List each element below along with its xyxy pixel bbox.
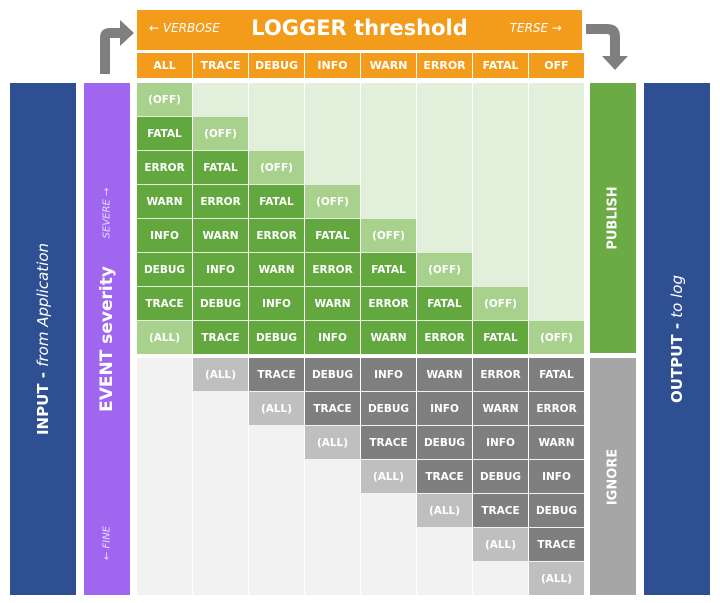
ignore-cell-fatal-info: INFO	[473, 426, 528, 459]
input-bar: INPUT - from Application	[10, 83, 76, 595]
publish-cell-all-off: (OFF)	[137, 83, 192, 116]
publish-cell-off-off: (OFF)	[529, 321, 584, 354]
publish-cell-warn-off: (OFF)	[361, 219, 416, 252]
ignore-cell-off-warn: WARN	[529, 426, 584, 459]
ignore-cell-debug-all: (ALL)	[249, 392, 304, 425]
input-label-main: INPUT -	[34, 366, 52, 436]
publish-cell-all-trace: TRACE	[137, 287, 192, 320]
publish-cell-all-warn: WARN	[137, 185, 192, 218]
publish-label: PUBLISH	[605, 186, 621, 250]
publish-cell-trace-trace: TRACE	[193, 321, 248, 354]
ignore-cell-warn-all: (ALL)	[361, 460, 416, 493]
publish-cell-all-debug: DEBUG	[137, 253, 192, 286]
publish-cell-debug-off: (OFF)	[249, 151, 304, 184]
output-label-main: OUTPUT -	[668, 317, 686, 403]
column-header-all: ALL	[137, 53, 192, 78]
logger-threshold-header: ← VERBOSE LOGGER threshold TERSE →	[137, 10, 582, 50]
ignore-label: IGNORE	[605, 448, 621, 505]
curved-arrows	[100, 20, 628, 74]
publish-cell-trace-info: INFO	[193, 253, 248, 286]
severity-label: EVENT severity	[97, 266, 117, 412]
publish-cell-warn-warn: WARN	[361, 321, 416, 354]
publish-background-off	[529, 83, 584, 354]
ignore-cell-fatal-trace: TRACE	[473, 494, 528, 527]
ignore-cell-fatal-debug: DEBUG	[473, 460, 528, 493]
verbose-hint: ← VERBOSE	[149, 21, 220, 35]
ignore-cell-off-error: ERROR	[529, 392, 584, 425]
publish-cell-info-fatal: FATAL	[305, 219, 360, 252]
ignore-cell-warn-info: INFO	[361, 358, 416, 391]
output-bar: OUTPUT - to log	[644, 83, 710, 595]
publish-cell-trace-debug: DEBUG	[193, 287, 248, 320]
publish-cell-debug-warn: WARN	[249, 253, 304, 286]
ignore-cell-error-debug: DEBUG	[417, 426, 472, 459]
ignore-cell-off-fatal: FATAL	[529, 358, 584, 391]
ignore-cell-off-trace: TRACE	[529, 528, 584, 561]
publish-cell-trace-off: (OFF)	[193, 117, 248, 150]
ignore-cell-info-debug: DEBUG	[305, 358, 360, 391]
ignore-cell-off-info: INFO	[529, 460, 584, 493]
publish-cell-trace-fatal: FATAL	[193, 151, 248, 184]
publish-cell-error-off: (OFF)	[417, 253, 472, 286]
ignore-cell-error-all: (ALL)	[417, 494, 472, 527]
publish-cell-error-error: ERROR	[417, 321, 472, 354]
output-label: OUTPUT - to log	[668, 275, 686, 403]
publish-cell-trace-error: ERROR	[193, 185, 248, 218]
column-header-warn: WARN	[361, 53, 416, 78]
ignore-cell-off-all: (ALL)	[529, 562, 584, 595]
ignore-cell-warn-trace: TRACE	[361, 426, 416, 459]
ignore-cell-fatal-warn: WARN	[473, 392, 528, 425]
output-label-sub: to log	[668, 275, 686, 318]
publish-cell-all-fatal: FATAL	[137, 117, 192, 150]
publish-cell-warn-fatal: FATAL	[361, 253, 416, 286]
ignore-cell-warn-debug: DEBUG	[361, 392, 416, 425]
column-header-info: INFO	[305, 53, 360, 78]
ignore-cell-debug-trace: TRACE	[249, 358, 304, 391]
column-header-off: OFF	[529, 53, 584, 78]
publish-cell-info-info: INFO	[305, 321, 360, 354]
publish-bar: PUBLISH	[590, 83, 636, 353]
publish-cell-fatal-off: (OFF)	[473, 287, 528, 320]
ignore-cell-error-warn: WARN	[417, 358, 472, 391]
fine-label: ← FINE	[101, 525, 113, 561]
ignore-background-trace	[193, 358, 248, 595]
publish-cell-info-warn: WARN	[305, 287, 360, 320]
column-header-trace: TRACE	[193, 53, 248, 78]
ignore-cell-error-info: INFO	[417, 392, 472, 425]
ignore-cell-trace-all: (ALL)	[193, 358, 248, 391]
publish-cell-fatal-fatal: FATAL	[473, 321, 528, 354]
input-label-sub: from Application	[34, 242, 52, 367]
publish-cell-info-off: (OFF)	[305, 185, 360, 218]
right-curved-arrow-icon	[586, 24, 628, 70]
ignore-cell-fatal-error: ERROR	[473, 358, 528, 391]
ignore-bar: IGNORE	[590, 358, 636, 595]
column-header-debug: DEBUG	[249, 53, 304, 78]
column-header-fatal: FATAL	[473, 53, 528, 78]
publish-cell-debug-info: INFO	[249, 287, 304, 320]
ignore-cell-error-trace: TRACE	[417, 460, 472, 493]
publish-cell-debug-error: ERROR	[249, 219, 304, 252]
publish-cell-trace-warn: WARN	[193, 219, 248, 252]
publish-cell-all-info: INFO	[137, 219, 192, 252]
publish-cell-all-error: ERROR	[137, 151, 192, 184]
event-severity-bar: EVENT severity SEVERE → ← FINE	[84, 83, 130, 595]
publish-cell-debug-fatal: FATAL	[249, 185, 304, 218]
ignore-cell-info-all: (ALL)	[305, 426, 360, 459]
ignore-cell-info-trace: TRACE	[305, 392, 360, 425]
ignore-cell-off-debug: DEBUG	[529, 494, 584, 527]
ignore-cell-fatal-all: (ALL)	[473, 528, 528, 561]
column-header-error: ERROR	[417, 53, 472, 78]
header-title: LOGGER threshold	[251, 16, 468, 40]
input-label: INPUT - from Application	[34, 243, 52, 435]
publish-cell-all-all: (ALL)	[137, 321, 192, 354]
ignore-background-all	[137, 358, 192, 595]
terse-hint: TERSE →	[509, 21, 562, 35]
publish-cell-debug-debug: DEBUG	[249, 321, 304, 354]
publish-cell-error-fatal: FATAL	[417, 287, 472, 320]
publish-cell-info-error: ERROR	[305, 253, 360, 286]
left-curved-arrow-icon	[100, 20, 134, 74]
severe-label: SEVERE →	[101, 187, 113, 239]
publish-cell-warn-error: ERROR	[361, 287, 416, 320]
